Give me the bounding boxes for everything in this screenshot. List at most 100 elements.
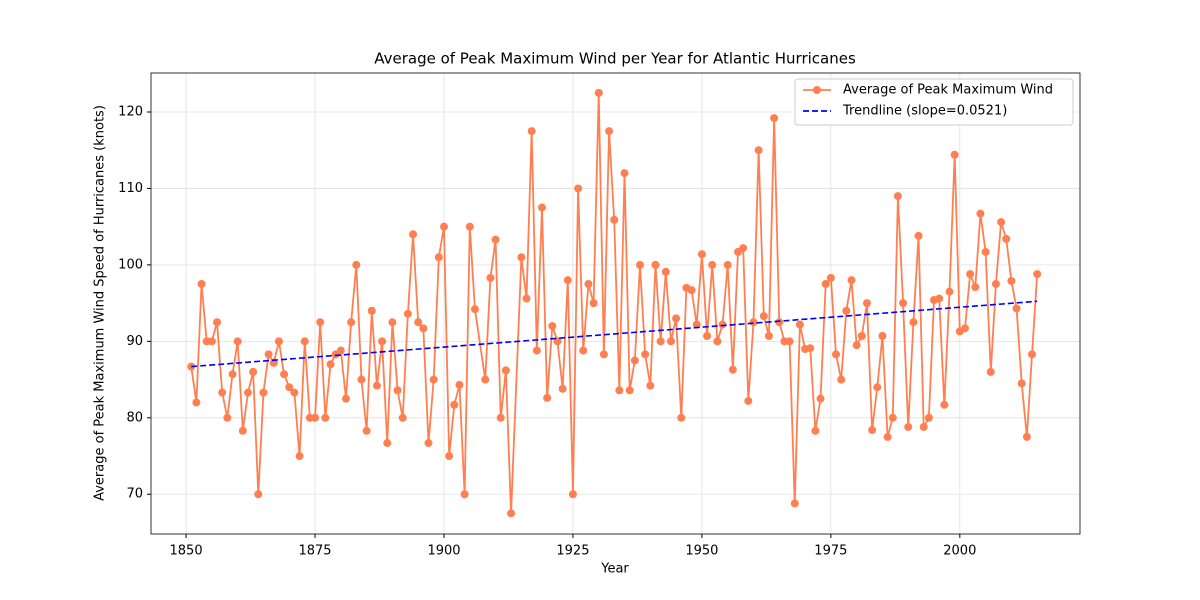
data-point xyxy=(883,432,892,441)
data-point xyxy=(403,309,412,318)
data-point xyxy=(341,394,350,403)
data-point xyxy=(857,331,866,340)
data-point xyxy=(352,260,361,269)
data-point xyxy=(264,350,273,359)
data-point xyxy=(465,222,474,231)
data-point xyxy=(594,88,603,97)
y-tick-label: 120 xyxy=(118,104,143,119)
data-point xyxy=(470,305,479,314)
y-tick-label: 110 xyxy=(118,181,143,196)
legend-box xyxy=(794,78,1074,126)
data-point xyxy=(393,386,402,395)
data-point xyxy=(378,337,387,346)
data-point xyxy=(837,375,846,384)
series-line xyxy=(190,92,1039,514)
data-point xyxy=(563,276,572,285)
data-point xyxy=(770,114,779,123)
data-point xyxy=(919,422,928,431)
data-point xyxy=(852,341,861,350)
data-point xyxy=(300,337,309,346)
data-point xyxy=(687,286,696,295)
data-point xyxy=(501,366,510,375)
data-point xyxy=(976,209,985,218)
data-point xyxy=(553,337,562,346)
data-point xyxy=(656,337,665,346)
data-point xyxy=(450,400,459,409)
x-tick-label: 1850 xyxy=(170,544,203,559)
data-point xyxy=(336,346,345,355)
data-point xyxy=(367,306,376,315)
data-point xyxy=(842,306,851,315)
data-point xyxy=(522,294,531,303)
data-point xyxy=(589,299,598,308)
data-point xyxy=(207,337,216,346)
data-point xyxy=(744,396,753,405)
data-point xyxy=(409,230,418,239)
data-point xyxy=(507,509,516,518)
data-point xyxy=(826,273,835,282)
data-point xyxy=(584,280,593,289)
x-tick-label: 1975 xyxy=(814,544,847,559)
data-point xyxy=(966,270,975,279)
data-point xyxy=(713,337,722,346)
x-tick-label: 1875 xyxy=(298,544,331,559)
data-point xyxy=(383,439,392,448)
series-line xyxy=(191,300,1038,368)
data-point xyxy=(357,375,366,384)
data-point xyxy=(672,314,681,323)
data-point xyxy=(806,344,815,353)
data-point xyxy=(424,439,433,448)
data-point xyxy=(445,452,454,461)
data-point xyxy=(347,318,356,327)
data-point xyxy=(280,370,289,379)
data-point xyxy=(960,324,969,333)
data-point xyxy=(899,299,908,308)
data-point xyxy=(496,413,505,422)
data-point xyxy=(697,250,706,259)
data-point xyxy=(1033,270,1042,279)
data-point xyxy=(878,331,887,340)
legend-label: Trendline (slope=0.0521) xyxy=(842,104,1007,119)
data-point xyxy=(914,231,923,240)
data-point xyxy=(434,253,443,262)
data-point xyxy=(636,260,645,269)
data-point xyxy=(372,381,381,390)
data-point xyxy=(285,383,294,392)
data-point xyxy=(218,388,227,397)
y-tick-label: 80 xyxy=(126,410,143,425)
legend-marker xyxy=(813,86,821,94)
data-point xyxy=(924,413,933,422)
data-point xyxy=(708,260,717,269)
y-axis-label: Average of Peak Maximum Wind Speed of Hu… xyxy=(93,105,108,501)
data-point xyxy=(754,146,763,155)
y-tick-label: 70 xyxy=(126,487,143,502)
data-point xyxy=(238,426,247,435)
data-point xyxy=(311,413,320,422)
plot-frame xyxy=(150,72,1081,535)
data-point xyxy=(997,218,1006,227)
data-point xyxy=(723,260,732,269)
data-point xyxy=(419,324,428,333)
data-point xyxy=(1028,350,1037,359)
data-point xyxy=(388,318,397,327)
data-point xyxy=(213,318,222,327)
data-point xyxy=(527,127,536,136)
grid xyxy=(151,73,1080,534)
data-point xyxy=(971,283,980,292)
data-point xyxy=(316,318,325,327)
data-point xyxy=(945,287,954,296)
data-point xyxy=(259,388,268,397)
data-point xyxy=(847,276,856,285)
data-point xyxy=(950,150,959,159)
data-point xyxy=(481,375,490,384)
data-point xyxy=(610,215,619,224)
data-point xyxy=(290,388,299,397)
data-point xyxy=(692,320,701,329)
data-point xyxy=(666,337,675,346)
data-point xyxy=(558,384,567,393)
data-point xyxy=(233,337,242,346)
data-point xyxy=(548,322,557,331)
data-point xyxy=(749,318,758,327)
